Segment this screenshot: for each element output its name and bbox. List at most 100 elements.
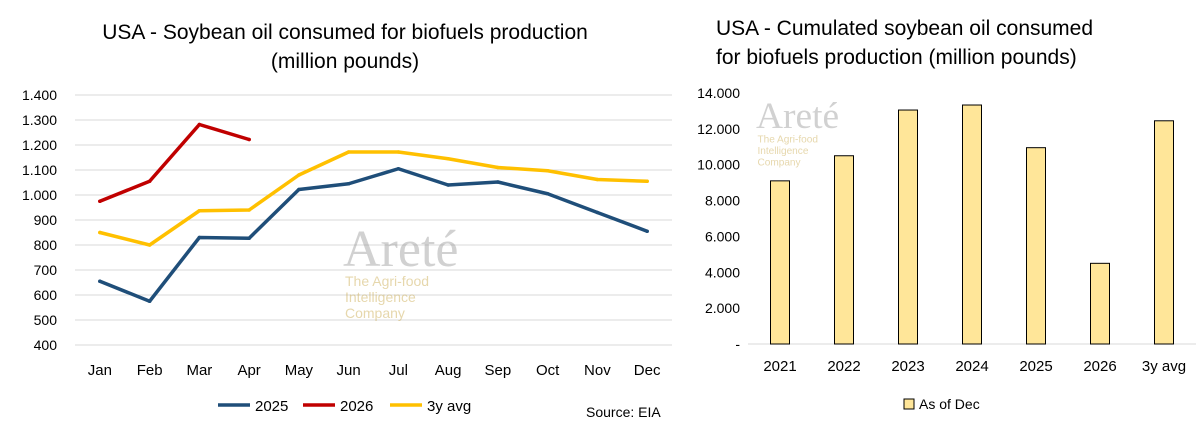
y-tick-label: 1.200 <box>22 137 57 153</box>
series-line-3y-avg <box>98 150 649 247</box>
x-tick-label: Apr <box>237 362 260 379</box>
data-point <box>297 187 301 192</box>
y-tick-label: 1.000 <box>22 187 57 203</box>
legend-swatch <box>903 398 915 410</box>
line-chart-title-line1: USA - Soybean oil consumed for biofuels … <box>102 21 588 44</box>
x-tick-label: Mar <box>186 362 212 379</box>
y-tick-label: 800 <box>34 237 58 253</box>
series-line-2026 <box>98 122 251 203</box>
series-line-2025 <box>98 167 649 303</box>
line-chart-svg: 1.400 1.300 1.200 1.100 1.000 900 800 700 600 500… <box>22 87 672 415</box>
x-tick-label: Aug <box>435 362 462 379</box>
x-tick-label: Feb <box>137 362 163 379</box>
bar-chart-watermark-brand: Areté <box>756 96 839 137</box>
data-point <box>346 150 351 154</box>
data-point <box>98 199 102 204</box>
data-point <box>446 156 450 161</box>
line-chart-watermark-brand: Areté <box>343 221 458 278</box>
source-note: Source: EIA <box>586 404 661 420</box>
data-point <box>595 210 600 215</box>
data-point <box>247 236 251 241</box>
bar-chart-title-line1: USA - Cumulated soybean oil consumed <box>716 17 1094 40</box>
x-tick-label: Jun <box>337 362 361 379</box>
data-point <box>147 243 152 247</box>
x-tick-label: 2026 <box>1083 358 1116 375</box>
data-point <box>496 180 500 184</box>
bar-chart-watermark-tagline: The Agri-food <box>757 134 818 145</box>
data-point <box>297 173 301 177</box>
x-tick-label: Jan <box>88 362 112 379</box>
y-tick-label: 4.000 <box>705 264 740 280</box>
x-tick-label: Sep <box>485 362 512 379</box>
line-chart-watermark-tagline: Company <box>345 305 405 321</box>
x-tick-label: 2021 <box>763 358 796 375</box>
y-tick-label: 1.100 <box>22 162 57 178</box>
y-tick-label: 6.000 <box>705 228 740 244</box>
data-point <box>147 179 152 184</box>
x-tick-label: May <box>285 362 314 379</box>
legend-label: 2026 <box>340 398 373 415</box>
y-tick-label: 12.000 <box>697 121 740 137</box>
x-tick-label: 3y avg <box>1142 358 1186 375</box>
data-point <box>595 177 600 182</box>
x-tick-label: 2022 <box>827 358 860 375</box>
x-tick-label: 2023 <box>891 358 924 375</box>
y-tick-label: 600 <box>34 287 58 303</box>
legend-label: 2025 <box>255 398 288 415</box>
line-chart-panel: USA - Soybean oil consumed for biofuels … <box>22 18 672 420</box>
data-point <box>197 235 202 240</box>
bar <box>1154 120 1174 345</box>
y-tick-label: 2.000 <box>705 300 740 316</box>
panel-divider <box>674 0 676 432</box>
bar <box>834 155 854 345</box>
line-chart-title-line2: (million pounds) <box>270 50 420 73</box>
bar-chart-title: USA - Cumulated soybean oil consumed for… <box>716 14 1136 72</box>
x-tick-label: 2024 <box>955 358 988 375</box>
bar <box>770 180 790 345</box>
data-point <box>247 208 251 212</box>
data-point <box>645 179 649 184</box>
bar-chart-panel: USA - Cumulated soybean oil consumed for… <box>676 0 1200 432</box>
data-point <box>446 183 450 187</box>
data-point <box>545 191 550 196</box>
bar-chart-svg: 14.000 12.000 10.000 8.000 6.000 4.000 2.000 - A… <box>697 85 1196 412</box>
y-tick-label: 400 <box>34 337 58 353</box>
y-tick-label: 500 <box>34 312 58 328</box>
y-tick-label: 14.000 <box>697 85 740 101</box>
bar-chart-watermark-tagline: Company <box>757 157 801 168</box>
bar-chart-title-line2: for biofuels production (million pounds) <box>716 46 1077 69</box>
data-point <box>98 279 102 284</box>
x-tick-label: Nov <box>584 362 611 379</box>
x-tick-label: Jul <box>389 362 408 379</box>
data-point <box>147 299 152 304</box>
data-point <box>496 165 500 170</box>
y-tick-label: 1.300 <box>22 112 57 128</box>
data-point <box>396 150 401 154</box>
data-point <box>396 166 401 171</box>
bar <box>1090 262 1110 345</box>
data-point <box>645 229 649 234</box>
legend-label: As of Dec <box>919 396 980 412</box>
line-chart-watermark-tagline: The Agri-food <box>345 273 429 289</box>
line-chart-title: USA - Soybean oil consumed for biofuels … <box>30 18 660 76</box>
bar-chart-watermark-tagline: Intelligence <box>757 146 808 157</box>
data-point <box>247 137 251 142</box>
bar <box>962 104 982 345</box>
bar <box>898 109 918 345</box>
y-tick-label: 1.400 <box>22 87 57 103</box>
y-tick-label: 10.000 <box>697 157 740 173</box>
y-tick-label: 8.000 <box>705 193 740 209</box>
bar <box>1026 147 1046 345</box>
x-tick-label: 2025 <box>1019 358 1052 375</box>
data-point <box>197 122 202 127</box>
legend-label: 3y avg <box>427 398 471 415</box>
data-point <box>98 230 102 235</box>
data-point <box>197 208 202 213</box>
x-tick-label: Oct <box>536 362 560 379</box>
line-chart-watermark-tagline: Intelligence <box>345 289 416 305</box>
data-point <box>545 168 550 173</box>
y-tick-label: - <box>735 336 740 352</box>
y-tick-label: 900 <box>34 212 58 228</box>
